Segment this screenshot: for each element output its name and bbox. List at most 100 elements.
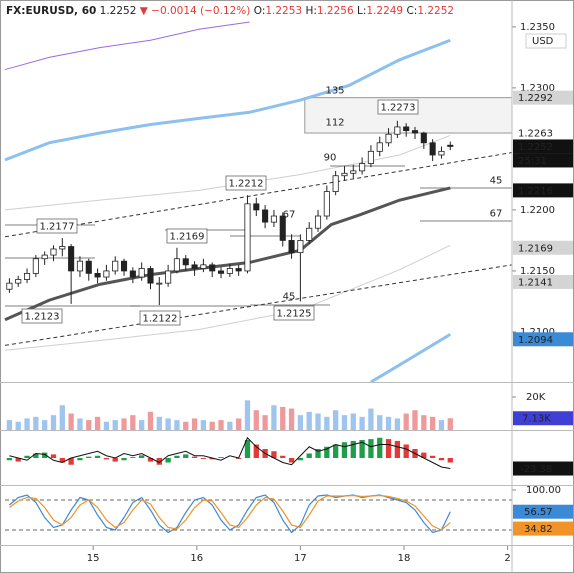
candle-body [138,268,145,278]
x-tick-label: 18 [398,553,411,564]
candle-body [59,246,66,250]
macd-line [9,436,451,470]
header: FX:EURUSD, 60 1.2252 ▼ −0.0014 (−0.12%) … [6,5,454,17]
volume-bar [385,416,392,430]
annotation-box [273,305,315,321]
volume-bar [227,421,233,430]
volume-bar [183,421,189,430]
volume-bar [297,415,304,430]
candle-body [103,270,110,278]
macd-bar [341,442,348,458]
candle-body [385,133,392,144]
moving-average [4,21,250,71]
candle-body [438,150,445,156]
volume-bar [156,416,162,430]
candle-body [288,240,295,254]
macd-bar [209,458,215,460]
volume-bar [253,410,259,430]
price-label: 1.2292 [518,93,553,104]
candle-body [244,203,251,272]
price-label: 1.2263 [518,129,553,140]
stochastic-label: 56.57 [524,507,553,518]
candle-body [447,144,454,147]
macd-label-box [513,461,573,476]
h-value: 1.2256 [317,5,354,17]
change: ▼ −0.0014 (−0.12%) [140,5,251,17]
price-label-box [513,183,573,198]
candle-body [209,264,216,272]
macd-bar [42,452,48,458]
volume-bar [191,418,198,430]
macd-bar [6,458,13,461]
volume-bar [438,420,445,430]
price-label: 1.2094 [518,335,553,346]
volume-bar [165,418,171,430]
annotation: 1.2122 [143,314,178,325]
macd-bar [385,439,392,458]
macd-bar [253,444,259,458]
volume-bar [218,420,224,430]
y-tick-label: 1.2350 [520,22,555,33]
currency-box [525,33,567,49]
trend-line [4,152,513,238]
candle-body [262,209,269,223]
macd-bar [156,458,162,465]
macd-bar [297,458,304,461]
volume-bar [280,406,286,430]
volume-bar [288,408,295,430]
x-tick-label: 15 [87,553,100,564]
moving-average [370,333,452,384]
volume-bar [429,416,436,430]
macd-bar [103,458,110,460]
annotation: 67 [283,210,296,221]
currency: USD [532,36,554,47]
moving-average [4,38,451,162]
macd-bar [200,458,207,459]
volume-bar [262,415,268,430]
candle-body [359,163,366,172]
macd-bar [218,457,224,458]
macd-bar [191,456,198,458]
candle-body [6,282,13,290]
countdown: 25:31 [518,156,547,167]
macd-bar [324,446,330,458]
l-value: 1.2249 [366,5,403,17]
annotation-box [166,228,208,244]
volume-bar [139,420,145,430]
c-value: 1.2252 [417,5,454,17]
candle-body [15,279,22,284]
volume-bar [350,413,356,430]
volume-bar [315,413,321,430]
candle-body [23,272,31,280]
macd-bar [394,440,401,458]
annotation-box [225,175,267,191]
volume-bar [368,408,374,430]
annotation-box [377,99,419,115]
volume-bar [341,415,348,430]
macd-bar [271,451,277,458]
candle-body [85,260,92,274]
y-tick-label: 1.2200 [520,205,555,216]
candle-body [94,272,101,278]
volume-bar [200,420,207,430]
volume-bar [103,421,110,430]
macd-bar [147,458,154,462]
volume-bar [377,415,383,430]
candle-body [120,260,128,272]
moving-average [4,244,451,351]
annotation: 1.2212 [229,179,264,190]
price-label-box [513,240,573,255]
y-tick-label: 1.2300 [520,83,555,94]
candle-body [394,126,401,135]
candle-body [297,240,304,254]
o-value: 1.2253 [265,5,302,17]
annotation: 1.2273 [381,103,416,114]
macd-bar [359,440,365,458]
x-tick-label: 16 [190,553,203,564]
macd-bar [68,458,74,465]
macd-bar [288,458,295,463]
macd-bar [333,444,339,458]
volume-bar [59,405,65,430]
